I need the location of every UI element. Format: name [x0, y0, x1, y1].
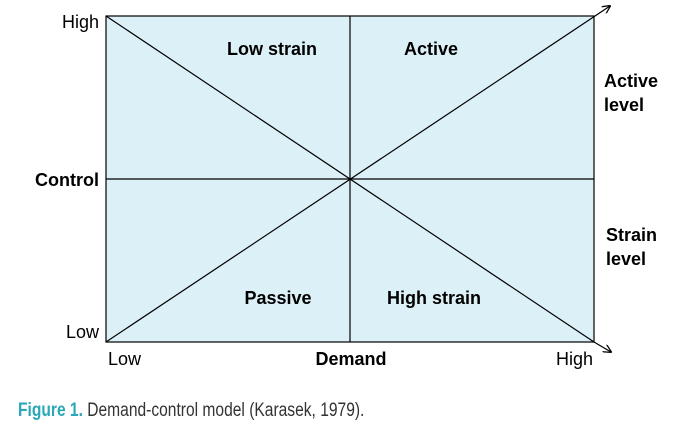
quadrant-low-strain: Low strain [227, 39, 317, 59]
x-axis-low: Low [108, 349, 142, 369]
demand-control-diagram: Low strain Active Passive High strain Hi… [35, 0, 658, 369]
quadrant-active: Active [404, 39, 458, 59]
figure-caption: Figure 1. Demand-control model (Karasek,… [18, 400, 364, 422]
x-axis-high: High [556, 349, 593, 369]
strain-level-label: Strain level [606, 225, 657, 269]
x-axis-title: Demand [315, 349, 386, 369]
y-axis-title: Control [35, 170, 99, 190]
active-diagonal-arrow [105, 6, 610, 343]
caption-text: Demand-control model (Karasek, 1979). [87, 400, 365, 421]
y-axis-high: High [62, 12, 99, 32]
figure-label: Figure 1. [18, 400, 83, 421]
quadrant-high-strain: High strain [387, 288, 481, 308]
active-level-label: Active level [604, 71, 658, 115]
quadrant-passive: Passive [244, 288, 311, 308]
y-axis-low: Low [66, 322, 100, 342]
x-axis-arrow [593, 341, 611, 352]
